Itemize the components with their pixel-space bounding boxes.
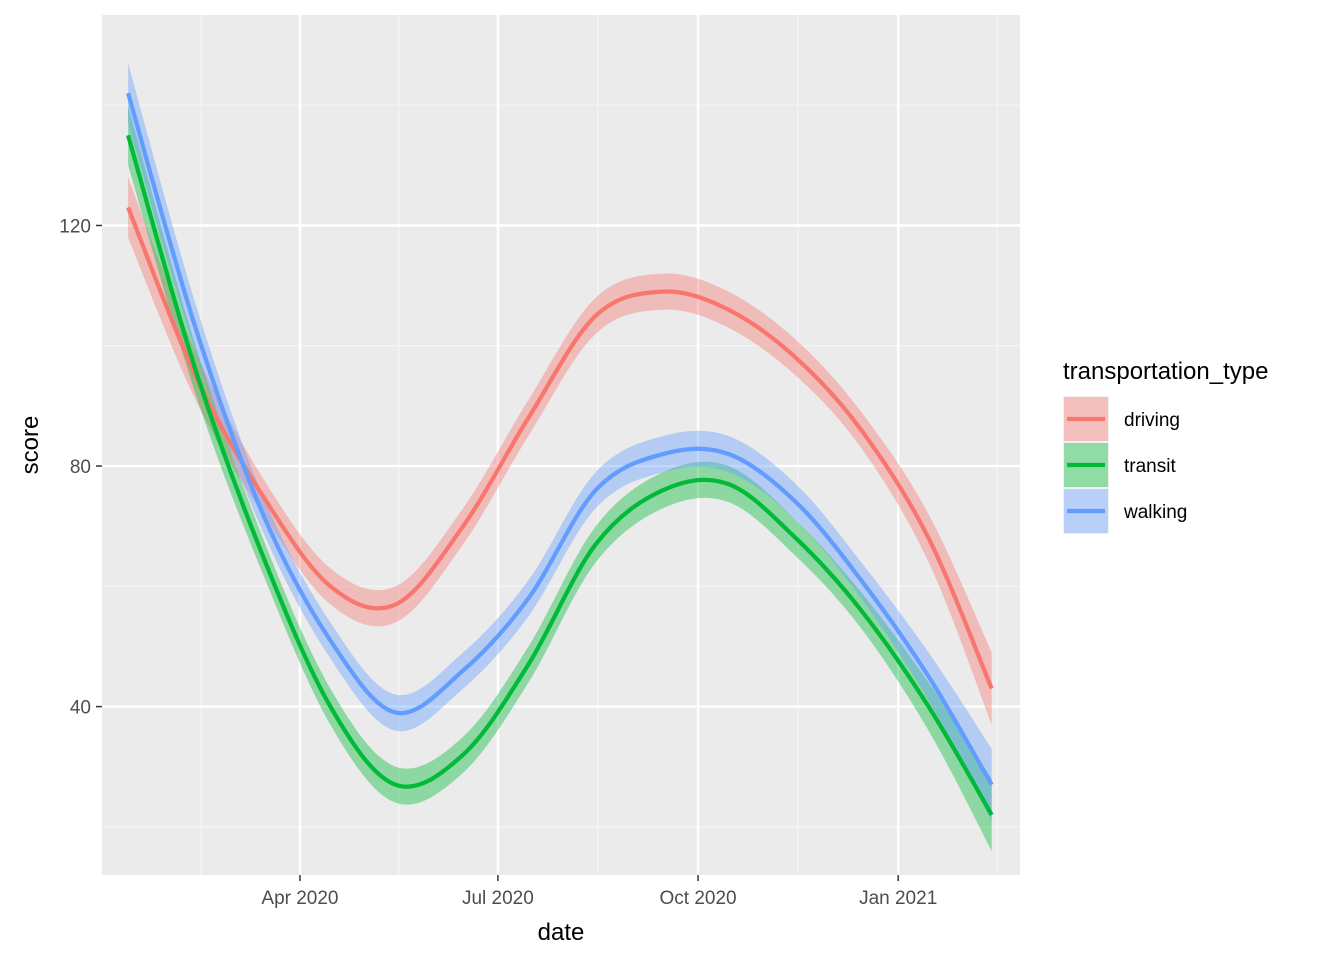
confidence-bands xyxy=(128,63,992,851)
y-axis: 40 80 120 xyxy=(59,216,102,719)
legend-label-walking: walking xyxy=(1123,502,1187,523)
y-tick-label: 80 xyxy=(70,457,91,478)
line-walking xyxy=(126,92,994,786)
legend-label-transit: transit xyxy=(1124,456,1176,477)
plot-panel xyxy=(102,15,1020,875)
y-tick-label: 120 xyxy=(59,216,91,237)
x-tick-label: Apr 2020 xyxy=(261,888,338,909)
legend-title: transportation_type xyxy=(1063,358,1268,385)
major-gridlines xyxy=(102,15,1020,875)
series-lines xyxy=(126,92,994,816)
legend: transportation_type driving transit walkin… xyxy=(1063,358,1268,534)
line-driving xyxy=(126,206,994,690)
band-driving xyxy=(128,177,992,725)
legend-keys: driving transit walking xyxy=(1063,396,1187,534)
legend-label-driving: driving xyxy=(1124,410,1180,431)
y-tick-label: 40 xyxy=(70,698,91,719)
line-transit xyxy=(126,134,994,816)
y-axis-title: score xyxy=(17,416,44,475)
x-tick-label: Jul 2020 xyxy=(462,888,534,909)
x-axis-title: date xyxy=(538,919,585,946)
x-tick-label: Oct 2020 xyxy=(659,888,736,909)
x-tick-label: Jan 2021 xyxy=(859,888,937,909)
x-axis: Apr 2020 Jul 2020 Oct 2020 Jan 2021 xyxy=(261,875,937,909)
